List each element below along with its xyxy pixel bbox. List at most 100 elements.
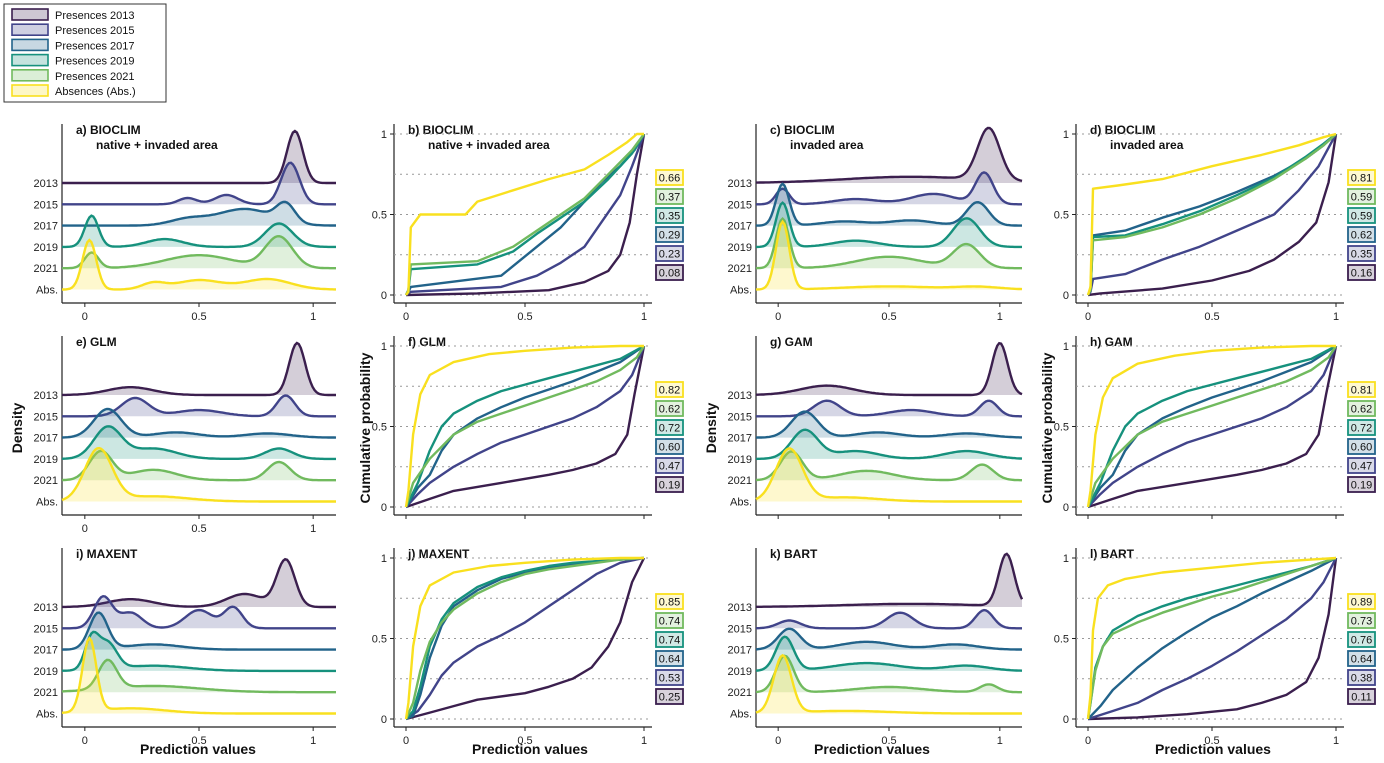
- y-tick-label: 0.5: [372, 210, 387, 222]
- y-tick-label: 1: [1063, 129, 1069, 141]
- value-box: [655, 631, 684, 648]
- cdf-curve: [405, 345, 646, 508]
- value-label: 0.72: [1351, 423, 1372, 435]
- cdf-curve: [1087, 133, 1338, 296]
- value-box: [1347, 226, 1376, 243]
- x-tick-label: 1: [997, 735, 1003, 747]
- value-label: 0.23: [659, 249, 680, 261]
- panel-title: i) MAXENT: [76, 547, 138, 561]
- legend-swatch: [11, 53, 49, 67]
- legend-entry: Presences 2017: [55, 40, 135, 52]
- cdf-curve: [405, 556, 645, 720]
- density-curve: [755, 428, 1023, 461]
- row-label: 2015: [34, 623, 58, 635]
- value-box: [1347, 400, 1376, 417]
- row-label: 2013: [34, 390, 58, 402]
- cdf-curve: [404, 345, 645, 508]
- value-label: 0.59: [1351, 192, 1372, 204]
- row-label: 2019: [728, 242, 752, 254]
- value-box: [655, 169, 684, 186]
- density-fill: [62, 450, 336, 481]
- density-curve: [62, 394, 336, 418]
- cdf-curve: [1087, 345, 1338, 508]
- density-curve: [755, 447, 1022, 503]
- legend-entry: Presences 2019: [55, 56, 135, 68]
- panel-h: h) GAM 0 0.5 1 0.81 0.62 0.72 0.60 0.47 0.19: [1054, 335, 1376, 519]
- row-label: 2015: [728, 411, 752, 423]
- row-label: 2013: [34, 602, 58, 614]
- panel-title: l) BART: [1090, 547, 1135, 561]
- density-curve: [756, 219, 1023, 291]
- x-tick-label: 0: [82, 311, 88, 323]
- density-fill: [756, 218, 1022, 269]
- y-tick-label: 0.5: [372, 422, 387, 434]
- value-label: 0.16: [1351, 268, 1372, 280]
- density-fill: [62, 343, 336, 395]
- row-label: Abs.: [730, 497, 752, 509]
- x-axis-label-d: Prediction values: [1155, 741, 1271, 757]
- density-fill: [756, 448, 1022, 502]
- value-box: [1347, 457, 1376, 474]
- density-fill: [756, 610, 1022, 629]
- panel-title: b) BIOCLIM: [408, 123, 473, 137]
- row-label: Abs.: [730, 285, 752, 297]
- y-tick-label: 0: [381, 290, 387, 302]
- row-label: 2015: [34, 411, 58, 423]
- density-curve: [61, 446, 336, 503]
- density-curve: [61, 658, 336, 694]
- value-label: 0.19: [1351, 480, 1372, 492]
- value-label: 0.47: [659, 461, 680, 473]
- value-box: [1347, 631, 1376, 648]
- value-box: [1347, 169, 1376, 186]
- row-label: 2021: [728, 263, 752, 275]
- cdf-curve: [1086, 345, 1338, 508]
- density-fill: [62, 395, 336, 417]
- panels: a) BIOCLIM native + invaded area 0 0.5 1 2013…: [34, 123, 1376, 747]
- x-tick-label: 1: [310, 523, 316, 535]
- y-tick-label: 1: [381, 553, 387, 565]
- density-curve: [62, 129, 336, 185]
- density-curve: [61, 449, 336, 482]
- density-fill: [756, 400, 1022, 417]
- value-label: 0.72: [659, 423, 680, 435]
- value-label: 0.53: [659, 673, 680, 685]
- value-label: 0.85: [659, 597, 680, 609]
- x-tick-label: 0: [1085, 311, 1091, 323]
- value-label: 0.47: [1351, 461, 1372, 473]
- value-box: [1347, 419, 1376, 436]
- row-label: 2019: [728, 454, 752, 466]
- cdf-curve: [1086, 344, 1337, 508]
- value-label: 0.35: [659, 211, 680, 223]
- y-axis-label-density-right: Density: [703, 403, 719, 454]
- density-fill: [62, 631, 336, 671]
- value-box: [655, 419, 684, 436]
- value-box: [1347, 612, 1376, 629]
- value-label: 0.64: [1351, 654, 1372, 666]
- cdf-curve: [1086, 132, 1337, 296]
- density-curve: [756, 126, 1023, 184]
- value-label: 0.81: [1351, 173, 1372, 185]
- legend-swatch: [11, 23, 49, 37]
- y-tick-label: 0: [1063, 714, 1069, 726]
- legend-swatch: [11, 84, 49, 97]
- panel-subtitle: native + invaded area: [428, 138, 550, 152]
- value-label: 0.08: [659, 268, 680, 280]
- panel-f: f) GLM 0 0.5 1 0.82 0.62 0.72 0.60 0.47 0.19: [372, 335, 684, 519]
- panel-k: k) BART 0 0.5 1 2013 2015 2017 2019 2021 Abs.: [728, 547, 1024, 747]
- cdf-curve: [404, 556, 645, 720]
- y-tick-label: 1: [1063, 341, 1069, 353]
- x-tick-label: 1: [310, 311, 316, 323]
- row-label: 2021: [728, 475, 752, 487]
- value-label: 0.11: [1351, 692, 1372, 704]
- x-tick-label: 1: [641, 311, 647, 323]
- density-fill: [756, 636, 1022, 671]
- row-label: 2017: [728, 645, 752, 657]
- value-label: 0.74: [659, 616, 680, 628]
- x-tick-label: 0.5: [191, 735, 206, 747]
- panel-title: a) BIOCLIM: [76, 123, 141, 137]
- value-label: 0.66: [659, 173, 680, 185]
- density-curve: [756, 171, 1022, 206]
- row-label: 2017: [728, 221, 752, 233]
- density-fill: [756, 628, 1022, 650]
